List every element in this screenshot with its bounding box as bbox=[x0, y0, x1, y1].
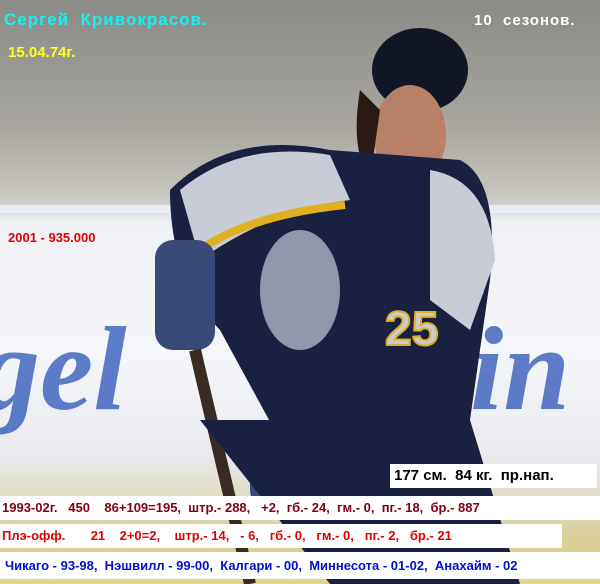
left-glove bbox=[155, 240, 215, 350]
jersey-logo bbox=[260, 230, 340, 350]
team-history: Чикаго - 93-98, Нэшвилл - 99-00, Калгари… bbox=[0, 552, 600, 579]
background-advertising: in bbox=[470, 302, 571, 435]
jersey-number: 25 bbox=[385, 303, 438, 356]
background-advertising: gel bbox=[0, 302, 127, 435]
player-name: Сергей Кривокрасов. bbox=[4, 10, 208, 29]
regular-season-stats: 1993-02г. 450 86+109=195, штр.- 288, +2,… bbox=[0, 496, 600, 520]
birth-date: 15.04.74г. bbox=[8, 44, 76, 61]
seasons-count: 10 сезонов. bbox=[474, 12, 576, 29]
physical-info: 177 см. 84 кг. пр.нап. bbox=[390, 464, 597, 488]
salary: 2001 - 935.000 bbox=[8, 230, 96, 245]
playoff-stats: Плэ-офф. 21 2+0=2, штр.- 14, - 6, гб.- 0… bbox=[0, 524, 562, 548]
